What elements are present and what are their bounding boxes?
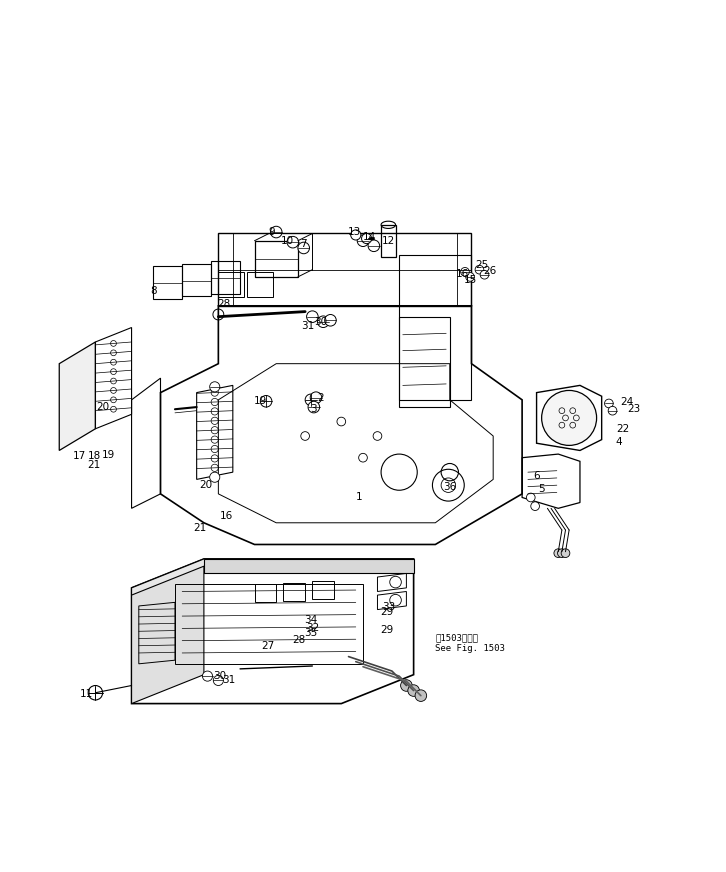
Circle shape: [558, 548, 566, 557]
Text: 26: 26: [483, 266, 496, 276]
Text: 22: 22: [616, 424, 630, 433]
Text: 第1503図参照: 第1503図参照: [436, 633, 478, 642]
Text: 25: 25: [476, 261, 489, 270]
Circle shape: [480, 270, 489, 279]
Text: 15: 15: [464, 275, 478, 285]
Circle shape: [415, 690, 427, 701]
Text: 35: 35: [304, 629, 317, 638]
Circle shape: [561, 548, 570, 557]
Text: 12: 12: [382, 235, 395, 246]
Text: 28: 28: [293, 635, 306, 645]
Text: 34: 34: [304, 616, 317, 625]
Circle shape: [308, 401, 319, 412]
Text: 9: 9: [269, 227, 275, 237]
Circle shape: [368, 240, 380, 252]
Circle shape: [554, 548, 563, 557]
Text: 11: 11: [80, 689, 94, 699]
Circle shape: [605, 399, 613, 408]
Text: 18: 18: [87, 451, 101, 460]
Text: 33: 33: [382, 603, 395, 612]
Text: 3: 3: [311, 404, 317, 413]
Circle shape: [531, 501, 539, 510]
Circle shape: [317, 316, 329, 328]
Circle shape: [203, 671, 213, 681]
Text: 20: 20: [199, 480, 212, 490]
Circle shape: [475, 265, 484, 274]
Text: 1: 1: [356, 493, 363, 502]
Text: 23: 23: [627, 405, 641, 414]
Text: 21: 21: [194, 523, 207, 533]
Text: 30: 30: [314, 317, 327, 327]
Text: 20: 20: [96, 402, 109, 412]
Text: 27: 27: [261, 641, 274, 651]
Text: 32: 32: [306, 623, 319, 633]
Text: 19: 19: [102, 450, 115, 460]
Text: 31: 31: [301, 321, 314, 331]
Circle shape: [401, 680, 412, 691]
Text: 17: 17: [73, 451, 86, 461]
Circle shape: [357, 235, 369, 247]
Circle shape: [526, 494, 535, 501]
Circle shape: [542, 391, 597, 446]
Text: 14: 14: [363, 232, 376, 242]
Circle shape: [210, 382, 220, 392]
Text: 28: 28: [218, 299, 231, 310]
Circle shape: [88, 685, 102, 700]
Circle shape: [362, 234, 372, 243]
Text: 31: 31: [222, 676, 235, 685]
Text: 13: 13: [348, 227, 361, 237]
Text: 30: 30: [213, 671, 227, 681]
Text: 5: 5: [538, 484, 545, 494]
Circle shape: [325, 315, 336, 326]
Text: 8: 8: [150, 286, 157, 296]
Circle shape: [270, 226, 282, 238]
Text: 4: 4: [615, 437, 621, 446]
Text: 19: 19: [253, 396, 267, 406]
Text: 16: 16: [220, 510, 233, 521]
Circle shape: [460, 268, 469, 276]
Circle shape: [608, 406, 617, 415]
Text: 29: 29: [380, 607, 393, 617]
Circle shape: [306, 311, 318, 323]
Circle shape: [287, 236, 298, 248]
Circle shape: [408, 685, 420, 697]
Text: 10: 10: [281, 235, 294, 246]
Circle shape: [465, 273, 474, 282]
Text: 21: 21: [87, 460, 101, 470]
Text: 24: 24: [620, 397, 634, 407]
Polygon shape: [131, 559, 414, 603]
Circle shape: [213, 676, 224, 685]
Text: 2: 2: [318, 392, 325, 403]
Polygon shape: [60, 342, 95, 451]
Circle shape: [351, 230, 361, 240]
Text: 16: 16: [455, 269, 469, 279]
Circle shape: [261, 396, 272, 407]
Text: 7: 7: [301, 239, 307, 249]
Circle shape: [298, 242, 309, 254]
Text: 6: 6: [534, 471, 540, 480]
Text: See Fig. 1503: See Fig. 1503: [436, 644, 505, 653]
Text: 36: 36: [443, 481, 457, 492]
Polygon shape: [131, 566, 204, 704]
Circle shape: [305, 394, 317, 405]
Circle shape: [210, 472, 220, 482]
Circle shape: [310, 392, 322, 404]
Text: 29: 29: [380, 625, 393, 635]
Polygon shape: [204, 559, 414, 574]
